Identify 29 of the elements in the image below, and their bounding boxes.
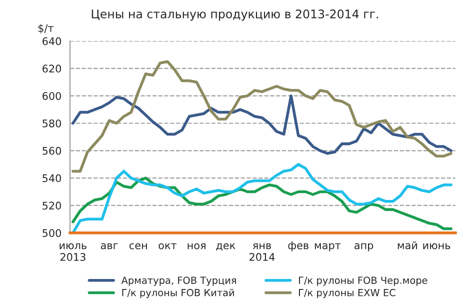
y-axis-title: $/т bbox=[38, 24, 54, 34]
y-tick-label: 560 bbox=[42, 146, 62, 155]
x-tick-label: июнь bbox=[423, 243, 450, 250]
y-tick-label: 580 bbox=[42, 119, 62, 128]
x-tick-label: фев bbox=[288, 242, 308, 252]
legend-label: Г/к рулоны FOB Китай bbox=[122, 288, 234, 298]
x-tick-label: янв 2014 bbox=[250, 243, 275, 261]
chart-title: Цены на стальную продукцию в 2013-2014 гг. bbox=[92, 9, 378, 21]
x-tick-label: июль 2013 bbox=[60, 243, 86, 261]
y-tick-label: 640 bbox=[42, 37, 62, 46]
x-tick-label: окт bbox=[158, 243, 177, 250]
legend-label: Г/к рулоны FOB Чер.море bbox=[299, 276, 428, 286]
legend-label: Арматура, FOB Турция bbox=[121, 276, 236, 286]
y-tick-label: 500 bbox=[42, 229, 62, 237]
legend-label: Г/к рулоны EXW ЕС bbox=[299, 288, 396, 298]
y-tick-label: 540 bbox=[42, 174, 62, 182]
line-series bbox=[72, 60, 452, 173]
line-series bbox=[72, 94, 452, 155]
x-tick-label: апр bbox=[354, 243, 374, 252]
y-tick-label: 600 bbox=[42, 92, 62, 100]
x-tick-label: май bbox=[398, 241, 417, 250]
x-tick-label: сен bbox=[129, 243, 147, 250]
line-series bbox=[72, 162, 452, 233]
x-tick-label: авг bbox=[100, 243, 118, 250]
y-tick-label: 620 bbox=[42, 64, 62, 73]
x-tick-label: март bbox=[314, 243, 341, 252]
y-tick-label: 520 bbox=[42, 202, 62, 210]
x-tick-label: ноя bbox=[188, 243, 206, 250]
x-tick-label: дек bbox=[216, 243, 236, 251]
